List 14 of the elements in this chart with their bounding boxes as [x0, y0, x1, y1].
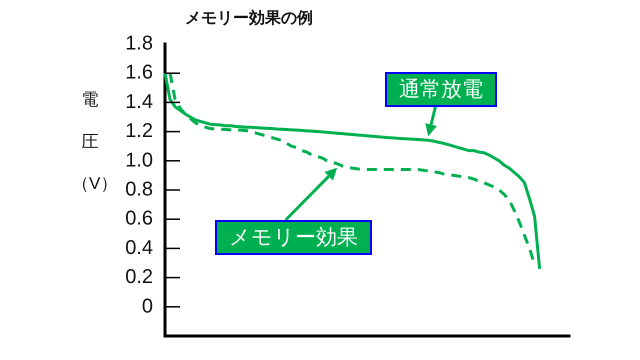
y-tick-label: 1.0 — [125, 149, 153, 172]
text: 電圧（V） — [72, 90, 118, 193]
y-tick-label: 1.6 — [125, 62, 153, 84]
y-tick-label: 1.8 — [125, 32, 153, 55]
text: メモリー効果 — [215, 220, 372, 255]
y-tick-label: 1.4 — [125, 90, 153, 113]
y-tick-label: 0.8 — [125, 178, 153, 201]
chart-title: メモリー効果の例 — [185, 8, 313, 29]
y-tick-label: 0.6 — [125, 208, 153, 230]
y-tick-label: 0.2 — [125, 266, 153, 288]
series-label: 通常放電 — [385, 72, 497, 107]
y-tick-label: 0 — [142, 295, 153, 318]
y-tick-label: 0.4 — [125, 236, 153, 259]
y-tick-label: 1.2 — [125, 120, 153, 142]
